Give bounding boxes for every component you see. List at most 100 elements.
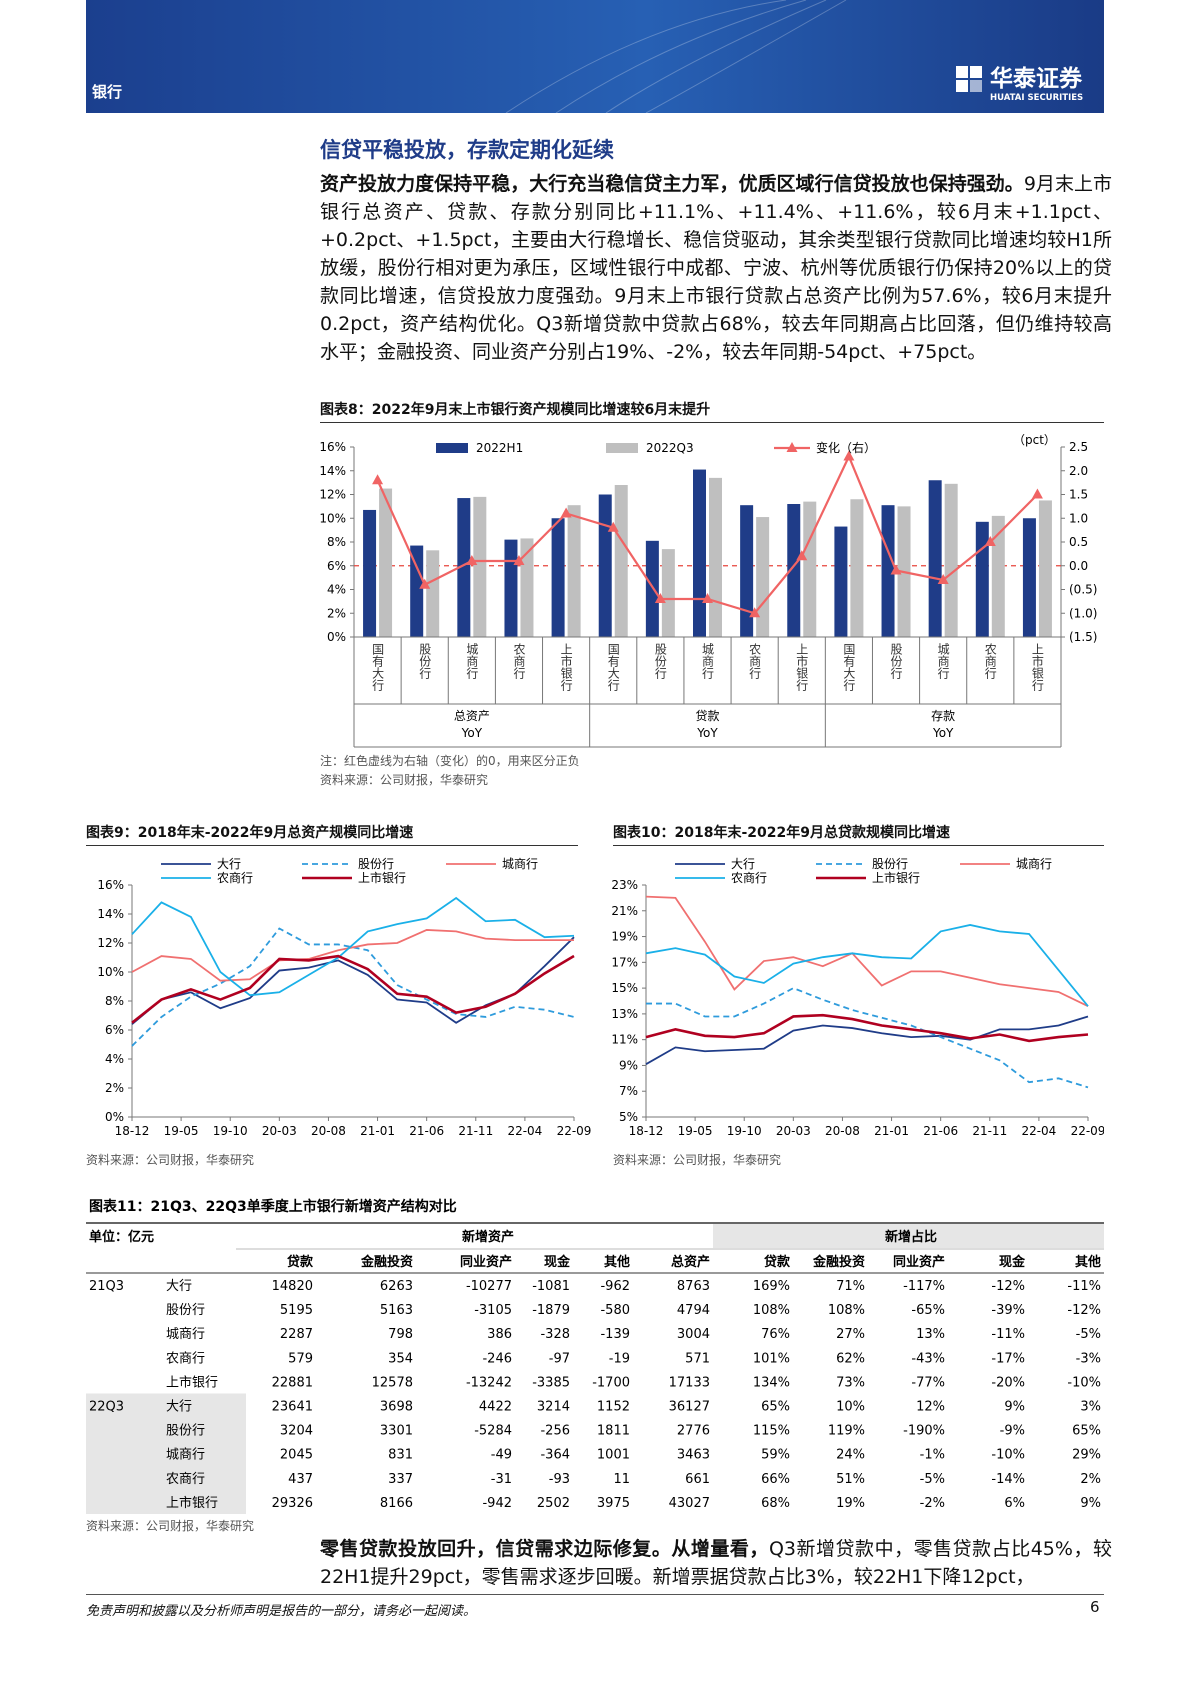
chart-source: 资料来源：公司财报，华泰研究 [86, 1153, 255, 1167]
x-tick-label: 上市银行 [1030, 643, 1044, 691]
footer-rule [86, 1594, 1104, 1595]
chart-note: 注：红色虚线为右轴（变化）的0，用来区分正负 [320, 754, 580, 768]
table-cell: 2045 [280, 1448, 313, 1463]
table-cell: 119% [828, 1424, 865, 1439]
figure-title: 图表9：2018年末-2022年9月总资产规模同比增速 [86, 825, 414, 841]
table-cell: -12% [991, 1279, 1025, 1294]
x-tick-label: 21-01 [360, 1124, 395, 1138]
x-tick-label: 股份行 [418, 643, 432, 679]
table-cell: 4422 [479, 1400, 512, 1415]
table-cell: 城商行 [166, 1448, 205, 1463]
table-cell: 337 [388, 1472, 413, 1487]
x-tick-label: 农商行 [983, 643, 997, 679]
table-cell: -31 [491, 1472, 512, 1487]
rule [613, 845, 1104, 846]
x-tick-label: 18-12 [629, 1124, 664, 1138]
table-cell: 3698 [380, 1400, 413, 1415]
line [645, 895, 1089, 1007]
line [645, 924, 1089, 1007]
bar [473, 496, 487, 637]
table-cell: 51% [836, 1472, 865, 1487]
table-cell: 3% [1080, 1400, 1101, 1415]
paragraph: 零售贷款投放回升，信贷需求边际修复。从增量看，Q3新增贷款中，零售贷款占比45%… [320, 1535, 1112, 1591]
row-shade [86, 1393, 246, 1514]
bar [504, 539, 518, 637]
table-cell: 134% [753, 1375, 790, 1390]
x-tick-label: 21-01 [874, 1124, 909, 1138]
table-cell: 大行 [166, 1400, 192, 1415]
chart-source: 资料来源：公司财报，华泰研究 [613, 1153, 782, 1167]
line-marker [466, 555, 478, 565]
table-cell: 5195 [280, 1303, 313, 1318]
table-cell: -117% [903, 1279, 945, 1294]
table-cell: 13% [916, 1327, 945, 1342]
table-cell: 6% [1004, 1496, 1025, 1511]
header-bg [86, 0, 1104, 113]
table-cell: 22881 [272, 1375, 313, 1390]
table-cell: 农商行 [166, 1472, 205, 1487]
line-marker [890, 564, 902, 575]
table-cell: 66% [761, 1472, 790, 1487]
table-cell: 19% [836, 1496, 865, 1511]
legend-label: 股份行 [358, 857, 394, 871]
bar [598, 494, 612, 637]
table-cell: 27% [836, 1327, 865, 1342]
bar [1038, 500, 1052, 637]
y2-tick-label: 1.5 [1069, 488, 1088, 502]
legend-swatch [786, 442, 798, 452]
x-tick-label: 21-11 [458, 1124, 493, 1138]
legend-swatch [606, 443, 638, 453]
legend-swatch [436, 443, 468, 453]
bar [975, 521, 989, 637]
y-tick-label: 4% [105, 1052, 124, 1066]
y-tick-label: 6% [105, 1023, 124, 1037]
legend-label: 上市银行 [358, 870, 406, 885]
y-tick-label: 2% [327, 606, 346, 620]
table-cell: 59% [761, 1448, 790, 1463]
table-cell: 62% [836, 1351, 865, 1366]
line-marker [702, 593, 713, 603]
bar [457, 498, 471, 637]
table-cell: 798 [388, 1327, 413, 1342]
column-header: 其他 [604, 1254, 630, 1270]
line-marker [607, 521, 619, 532]
legend-label: 变化（右） [816, 440, 876, 455]
table-cell: 4794 [677, 1303, 710, 1318]
bar [709, 477, 722, 637]
table-cell: -942 [482, 1496, 512, 1511]
y-tick-label: 19% [611, 930, 638, 944]
paragraph: 资产投放力度保持平稳，大行充当稳信贷主力军，优质区域行信贷投放也保持强劲。9月末… [320, 170, 1112, 366]
x-tick-label: 21-11 [972, 1124, 1007, 1138]
y-tick-label: 10% [319, 511, 346, 525]
table-cell: 24% [836, 1448, 865, 1463]
table-cell: -3385 [532, 1375, 570, 1390]
table-cell: 386 [487, 1327, 512, 1342]
table-cell: 1811 [597, 1424, 630, 1439]
table-cell: -5% [1076, 1327, 1101, 1342]
table-cell: 股份行 [166, 1424, 205, 1439]
table-cell: -2% [920, 1496, 945, 1511]
x-tick-label: 20-08 [825, 1124, 860, 1138]
table-cell: 14820 [272, 1279, 313, 1294]
bar [520, 538, 534, 637]
footer-disclaimer: 免责声明和披露以及分析师声明是报告的一部分，请务必一起阅读。 [86, 1604, 477, 1619]
table-cell: 29326 [272, 1496, 313, 1511]
line-marker [419, 578, 431, 589]
legend-label: 农商行 [217, 870, 253, 885]
logo-text: 华泰证券 [990, 65, 1083, 92]
table-cell: 大行 [166, 1279, 192, 1294]
table-cell: 10% [836, 1400, 865, 1415]
y2-tick-label: 0.0 [1069, 559, 1088, 573]
table-cell: 2776 [677, 1424, 710, 1439]
legend-label: 上市银行 [872, 870, 920, 885]
bar [740, 505, 754, 637]
line-marker [984, 536, 996, 546]
table-cell: -10% [991, 1448, 1025, 1463]
line [131, 954, 575, 1024]
table-cell: -20% [991, 1375, 1025, 1390]
table-cell: -190% [903, 1424, 945, 1439]
table-cell: 22Q3 [89, 1400, 124, 1415]
table-cell: -13242 [466, 1375, 512, 1390]
